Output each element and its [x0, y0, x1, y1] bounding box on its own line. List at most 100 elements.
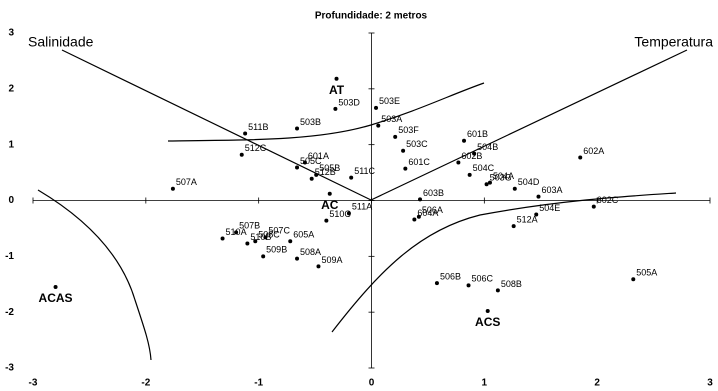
point [393, 134, 398, 139]
point [314, 172, 319, 177]
point-label: AC [321, 198, 339, 212]
point-label: 604A [417, 208, 438, 218]
point-label: 509B [266, 245, 287, 255]
point [302, 160, 307, 165]
point [376, 123, 381, 128]
point-label: 503D [338, 97, 360, 107]
point [485, 309, 490, 314]
point-label: 508C [258, 230, 280, 240]
point [288, 239, 293, 244]
point [472, 151, 477, 156]
point [456, 160, 461, 165]
point [295, 256, 300, 261]
point-label: 512C [245, 143, 267, 153]
y-tick-label: 1 [8, 139, 14, 150]
biplot-curves [37, 49, 688, 361]
point [245, 241, 250, 246]
point-label: 511B [248, 122, 268, 132]
x-tick-label: -1 [254, 378, 263, 389]
point [495, 288, 500, 293]
temperature-vector [370, 49, 688, 201]
point-label: 505B [319, 163, 340, 173]
point-label: 506C [472, 274, 494, 284]
point-label: 512B [315, 167, 336, 177]
point [295, 126, 300, 131]
x-tick-label: 3 [707, 378, 713, 389]
point-label: ACS [475, 315, 500, 329]
point [239, 152, 244, 157]
point [578, 155, 583, 160]
point [484, 182, 489, 187]
point [434, 281, 439, 286]
y-tick-label: -2 [5, 307, 14, 318]
point-label: 601B [467, 129, 488, 139]
y-tick-label: -1 [5, 251, 14, 262]
point-label: 601A [308, 151, 329, 161]
point [511, 224, 516, 229]
point [333, 106, 338, 111]
x-tick-label: 1 [482, 378, 488, 389]
point-label: 504B [477, 142, 498, 152]
point [403, 166, 408, 171]
point [416, 214, 421, 219]
point [346, 211, 351, 216]
point-label: 512A [517, 215, 538, 225]
point [327, 191, 332, 196]
x-tick-label: -2 [141, 378, 150, 389]
point-label: 504C [473, 163, 495, 173]
point-label: 605A [293, 230, 314, 240]
point-label: 507C [268, 226, 290, 236]
y-tick-label: -3 [5, 363, 14, 374]
point [512, 186, 517, 191]
point-label: 505A [636, 268, 657, 278]
point-label: 503G [490, 173, 512, 183]
at-boundary [167, 82, 485, 142]
point-label: 602C [597, 195, 619, 205]
point [324, 218, 329, 223]
point [253, 239, 258, 244]
point-label: 601C [408, 157, 430, 167]
point-label: 602B [461, 151, 482, 161]
point-label: 603B [423, 188, 444, 198]
point-label: 508A [300, 247, 321, 257]
point [412, 217, 417, 222]
point [466, 283, 471, 288]
point-label: 506B [440, 272, 461, 282]
point-label: 602A [583, 146, 604, 156]
point-label: 505C [300, 156, 322, 166]
point [309, 176, 314, 181]
point-label: 503B [300, 117, 321, 127]
point [334, 76, 339, 81]
point-label: 503E [379, 96, 400, 106]
point [316, 264, 321, 269]
x-tick-label: 2 [594, 378, 600, 389]
point [374, 105, 379, 110]
point-label: 511C [354, 166, 375, 176]
point-label: 511A [352, 202, 372, 212]
point-label: 503C [406, 139, 428, 149]
point-label: 510B [250, 232, 271, 242]
point-label: 504E [539, 203, 560, 213]
point [261, 254, 266, 259]
point [418, 197, 423, 202]
point [243, 131, 248, 136]
point-label: 506A [422, 205, 443, 215]
annotation: Salinidade [28, 34, 94, 50]
point-label: 510C [329, 209, 351, 219]
point [349, 175, 354, 180]
salinity-vector [61, 49, 372, 201]
point-label: AT [329, 83, 345, 97]
point [295, 165, 300, 170]
x-tick-label: -3 [29, 378, 38, 389]
annotation: Temperatura [634, 34, 713, 50]
x-tick-label: 0 [369, 378, 375, 389]
point-label: 504D [518, 177, 540, 187]
chart-title: Profundidade: 2 metros [315, 11, 428, 22]
point [263, 235, 268, 240]
point-label: 509A [321, 255, 342, 265]
point [467, 172, 472, 177]
y-tick-label: 0 [8, 195, 14, 206]
point [234, 230, 239, 235]
point [631, 277, 636, 282]
